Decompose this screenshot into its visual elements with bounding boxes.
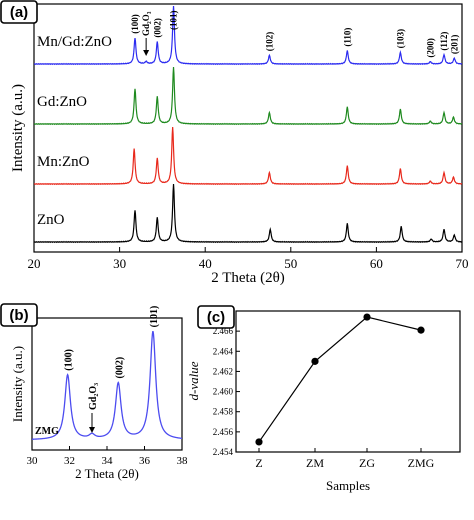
panel-a-x-axis: 20 30 40 50 60 70 xyxy=(28,247,469,271)
panel-c-y-tick-label: 2.464 xyxy=(213,346,234,356)
panel-c: 2.4542.4562.4582.4602.4622.4642.4662.468… xyxy=(186,305,461,493)
panel-c-data-point xyxy=(417,326,425,334)
panel-b-peak-annotation: (002) xyxy=(114,357,125,379)
panel-b-y-axis-title: Intensity (a.u.) xyxy=(10,346,25,422)
panel-a-series-label: ZnO xyxy=(37,212,65,228)
panel-c-y-tick-label: 2.458 xyxy=(213,407,234,417)
panel-a-peak-annotation: (201) xyxy=(449,35,459,55)
panel-a-peak-annotation: (103) xyxy=(395,29,405,49)
panel-b-label: (b) xyxy=(9,307,28,324)
panel-b-label-box xyxy=(0,303,38,327)
panel-a-label-box xyxy=(0,0,38,24)
panel-a-x-tick-label: 60 xyxy=(370,256,383,271)
panel-c-data-point xyxy=(255,438,263,446)
panel-a-peak-annotation: (101) xyxy=(169,11,179,31)
panel-c-frame xyxy=(235,310,461,453)
panel-c-y-tick-label: 2.454 xyxy=(213,447,234,457)
panel-a-peak-annotation: (102) xyxy=(264,32,274,52)
panel-a-x-tick-label: 40 xyxy=(199,256,212,271)
panel-a-series-line xyxy=(34,5,463,66)
panel-b-x-tick-label: 30 xyxy=(27,455,39,467)
panel-a-series-line xyxy=(34,183,463,244)
panel-b-x-tick-label: 34 xyxy=(102,455,114,467)
panel-a-x-tick-label: 20 xyxy=(28,256,41,271)
panel-a-peak-annotation: (112) xyxy=(439,32,449,51)
panel-c-line xyxy=(255,313,425,446)
panel-a-label: (a) xyxy=(10,4,28,21)
panel-a-peak-annotations: (100) Gd₂O₃ (002) (101) (102) (110) (103) (200)… xyxy=(130,11,459,58)
panel-c-x-axis-title: Samples xyxy=(326,478,370,493)
panel-b-series-line xyxy=(31,330,183,440)
panel-b-x-tick-label: 32 xyxy=(64,455,75,467)
panel-c-x-tick-label: ZM xyxy=(306,456,324,470)
panel-c-data-point xyxy=(311,357,319,365)
panel-b-gd2o3-arrowhead xyxy=(89,427,95,433)
panel-a-gd2o3-arrowhead xyxy=(143,50,150,56)
panel-c-y-tick-label: 2.466 xyxy=(213,326,234,336)
panel-a-series-label: Mn:ZnO xyxy=(37,154,90,170)
panel-c-y-axis-title: d-value xyxy=(186,361,201,400)
panel-c-y-tick-label: 2.460 xyxy=(213,387,234,397)
panel-c-label-box xyxy=(197,305,235,329)
panel-b-traces: ZMG xyxy=(31,330,183,440)
panel-a-peak-annotation: (200) xyxy=(425,38,435,58)
panel-b-x-tick-label: 36 xyxy=(139,455,151,467)
panel-a: 20 30 40 50 60 70 ZnO Mn:ZnO Gd:ZnO Mn/Gd:ZnO (1… xyxy=(0,0,469,286)
panel-b-x-axis-title: 2 Theta (2θ) xyxy=(75,466,139,481)
panel-c-label: (c) xyxy=(207,309,225,326)
panel-a-peak-annotation: (110) xyxy=(342,28,352,47)
panel-c-x-tick-label: Z xyxy=(255,456,262,470)
panel-c-x-tick-label: ZG xyxy=(359,456,375,470)
panel-a-series-label: Gd:ZnO xyxy=(37,94,87,110)
panel-b-x-tick-label: 38 xyxy=(177,455,189,467)
panel-a-series-line xyxy=(34,126,463,186)
panel-a-y-axis-title: Intensity (a.u.) xyxy=(10,84,26,172)
panel-a-x-tick-label: 50 xyxy=(284,256,297,271)
panel-b-peak-annotation: Gd₂O₃ xyxy=(88,383,99,410)
panel-b: 30 32 34 36 38 ZMG (100) Gd₂O₃ (002) (101) 2 Th… xyxy=(0,303,189,481)
panel-b-peak-annotations: (100) Gd₂O₃ (002) (101) xyxy=(64,306,160,433)
panel-a-x-axis-title: 2 Theta (2θ) xyxy=(211,270,285,286)
panel-c-data-point xyxy=(363,313,371,321)
panel-a-frame xyxy=(33,3,463,253)
panel-b-x-axis: 30 32 34 36 38 xyxy=(27,446,189,467)
panel-c-axes: 2.4542.4562.4582.4602.4622.4642.4662.468… xyxy=(213,306,435,470)
panel-a-x-tick-label: 30 xyxy=(113,256,126,271)
panel-c-y-tick-label: 2.462 xyxy=(213,366,233,376)
panel-c-series-line xyxy=(258,316,422,443)
panel-b-peak-annotation: (100) xyxy=(64,349,75,371)
panel-b-peak-annotation: (101) xyxy=(149,306,160,328)
panel-a-peak-annotation: (100) xyxy=(130,14,140,34)
panel-a-series-labels: ZnO Mn:ZnO Gd:ZnO Mn/Gd:ZnO xyxy=(37,34,112,228)
panel-a-series-label: Mn/Gd:ZnO xyxy=(37,34,112,50)
panel-a-traces xyxy=(34,5,463,244)
panel-b-series-label: ZMG xyxy=(35,426,59,437)
panel-a-peak-annotation: (002) xyxy=(152,18,162,38)
panel-c-x-tick-label: ZMG xyxy=(408,456,435,470)
panel-a-series-line xyxy=(34,66,463,126)
panel-c-y-tick-label: 2.456 xyxy=(213,427,234,437)
panel-a-peak-annotation: Gd₂O₃ xyxy=(141,11,151,36)
panel-a-x-tick-label: 70 xyxy=(456,256,469,271)
